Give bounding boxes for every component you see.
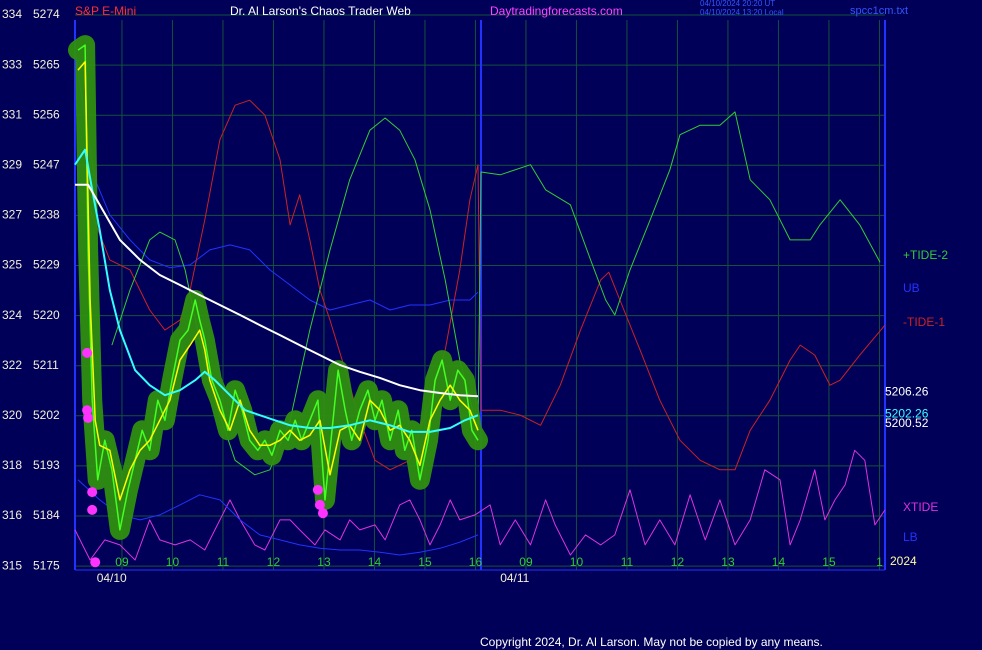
y-tick-label: 5274 (33, 7, 60, 21)
labels: 334 5274 333 5265 331 5256 329 5247 327 5238 325 52… (2, 7, 948, 585)
y-tick-label: 5175 (33, 558, 60, 572)
line (74, 148, 479, 433)
y-tick-label: 5238 (33, 208, 60, 222)
timestamp: 04/10/2024 20:20 UT (700, 0, 775, 8)
line (89, 99, 886, 471)
legend-label: -TIDE-1 (903, 315, 945, 329)
x-tick-label: 10 (570, 555, 584, 569)
y2-tick-label: 325 (2, 258, 22, 272)
value-label: 5202.26 (885, 407, 929, 421)
legend-label: +TIDE-2 (903, 248, 948, 262)
site: Daytradingforecasts.com (490, 4, 623, 18)
copyright: Copyright 2024, Dr. Al Larson. May not b… (480, 635, 823, 649)
y-tick-label: 5202 (33, 408, 60, 422)
x-tick-label: 15 (418, 555, 432, 569)
marker (82, 347, 93, 358)
y-tick-label: 5265 (33, 57, 60, 71)
x-tick-label: 14 (772, 555, 786, 569)
value-label: 5200.52 (885, 416, 929, 430)
line (75, 183, 479, 398)
x-tick-label: 15 (822, 555, 836, 569)
y2-tick-label: 318 (2, 458, 22, 472)
line (77, 44, 479, 531)
x-tick-label: 10 (166, 555, 180, 569)
year: 2024 (890, 554, 917, 568)
line (74, 50, 479, 311)
x-tick-label: 12 (267, 555, 281, 569)
x-tick-label: 12 (671, 555, 685, 569)
y2-tick-label: 331 (2, 107, 22, 121)
x-tick-label: 13 (317, 555, 331, 569)
marker (83, 413, 94, 424)
instrument: S&P E-Mini (75, 4, 136, 18)
x-tick-label: 13 (721, 555, 735, 569)
marker (312, 484, 323, 495)
y2-tick-label: 324 (2, 308, 22, 322)
y-tick-label: 5229 (33, 258, 60, 272)
line (77, 479, 479, 556)
y-tick-label: 5256 (33, 107, 60, 121)
y2-tick-label: 322 (2, 358, 22, 372)
marker (314, 499, 325, 510)
x-tick-label: 09 (519, 555, 533, 569)
x-tick-label: 1 (876, 555, 883, 569)
x-tick-label: 11 (621, 555, 634, 569)
legend-label: LB (903, 530, 918, 544)
line (74, 449, 886, 561)
timestamp: 04/10/2024 13:20 Local (700, 8, 784, 17)
x-tick-label: 09 (115, 555, 129, 569)
x-tick-label: 16 (469, 555, 483, 569)
marker (87, 504, 98, 515)
y-tick-label: 5193 (33, 458, 60, 472)
y-tick-label: 5220 (33, 308, 60, 322)
y-tick-label: 5247 (33, 157, 60, 171)
marker (87, 487, 98, 498)
x-tick-label: 14 (368, 555, 382, 569)
marker (90, 557, 101, 568)
legend-label: UB (903, 281, 920, 295)
y-tick-label: 5184 (33, 508, 60, 522)
y2-tick-label: 320 (2, 408, 22, 422)
date-label: 04/10 (97, 571, 127, 585)
legend-label: XTIDE (903, 500, 938, 514)
x-tick-label: 11 (217, 555, 230, 569)
plot-area (68, 35, 886, 568)
y2-tick-label: 316 (2, 508, 22, 522)
value-label: 5206.26 (885, 384, 929, 398)
line (77, 61, 479, 501)
y2-tick-label: 327 (2, 208, 22, 222)
chart-title: Dr. Al Larson's Chaos Trader Web (230, 4, 411, 18)
y2-tick-label: 334 (2, 7, 22, 21)
y2-tick-label: 333 (2, 57, 22, 71)
marker (82, 405, 93, 416)
y2-tick-label: 315 (2, 558, 22, 572)
date-label: 04/11 (500, 571, 529, 585)
file-name: spcc1cm.txt (850, 5, 908, 17)
y-tick-label: 5211 (33, 358, 59, 372)
grid (74, 14, 886, 571)
marker (317, 508, 328, 519)
y2-tick-label: 329 (2, 157, 22, 171)
